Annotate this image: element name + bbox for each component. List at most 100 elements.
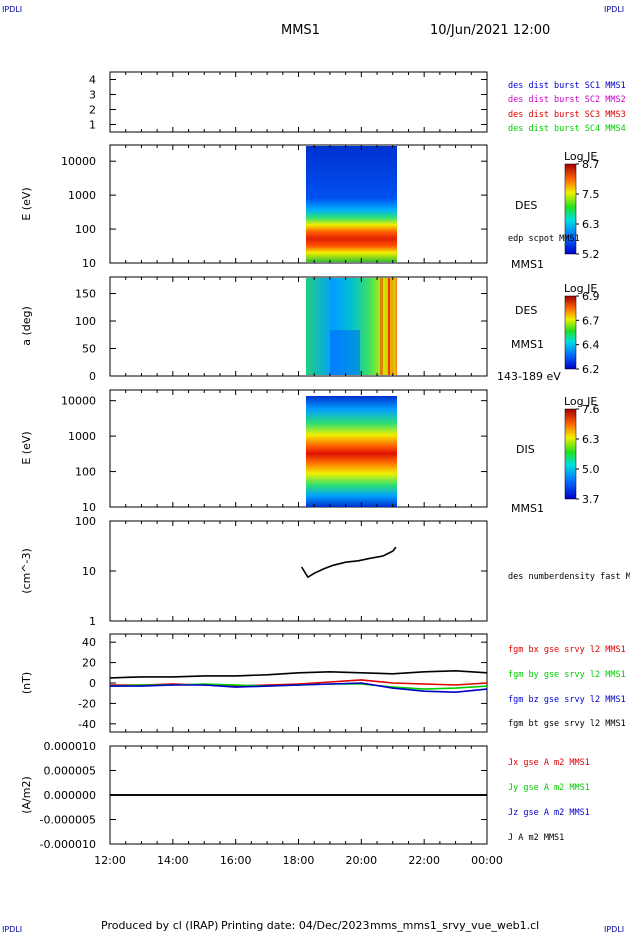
dis-energy-spectrogram bbox=[306, 396, 397, 507]
series-line bbox=[110, 682, 488, 694]
y-tick-label: 20 bbox=[82, 657, 96, 670]
y-tick-label: -40 bbox=[78, 718, 96, 731]
panel-side-label: edp scpot MMS1 bbox=[508, 234, 580, 244]
legend-entry: fgm bx gse srvy l2 MMS1 bbox=[508, 645, 626, 655]
panel-side-label: DIS bbox=[516, 443, 535, 456]
pitch-stripe bbox=[380, 278, 383, 375]
legend-entry: des dist burst SC4 MMS4 bbox=[508, 124, 626, 134]
legend-entry: fgm bz gse srvy l2 MMS1 bbox=[508, 695, 626, 705]
time-tick-label: 20:00 bbox=[345, 854, 377, 867]
corner-label-top-right: IPDLI bbox=[604, 5, 624, 14]
panel-frame-dis-energy bbox=[109, 389, 488, 508]
panel-side-label: DES bbox=[515, 199, 537, 212]
pitch-stripe bbox=[388, 278, 390, 375]
colorbar-des-pitch-scale bbox=[564, 295, 577, 370]
colorbar-des-energy-scale bbox=[564, 163, 577, 255]
y-tick-label: 1000 bbox=[68, 189, 96, 202]
panel-side-label: MMS1 bbox=[511, 338, 544, 351]
generated-marks: 12:00 14:00 16:00 18:00 20:00 22:00 00:00 1 2 3 4 d… bbox=[20, 72, 630, 867]
colorbar-des-energy bbox=[564, 163, 577, 255]
y-tick-label: 10 bbox=[82, 257, 96, 270]
legend-entry: des dist burst SC3 MMS3 bbox=[508, 110, 626, 120]
colorbar-title: Log JE bbox=[564, 395, 597, 408]
y-tick-label: 0.000005 bbox=[44, 765, 97, 778]
y-tick-label: 100 bbox=[75, 515, 96, 528]
figure-datetime: 10/Jun/2021 12:00 bbox=[430, 23, 550, 38]
time-tick-label: 16:00 bbox=[220, 854, 252, 867]
colorbar-tick-label: 5.0 bbox=[582, 463, 600, 476]
y-tick-label: 100 bbox=[75, 223, 96, 236]
legend-entry: Jy gse A m2 MMS1 bbox=[508, 783, 590, 793]
y-tick-label: 50 bbox=[82, 343, 96, 356]
y-tick-label: 10000 bbox=[61, 395, 96, 408]
colorbar-tick-label: 6.3 bbox=[582, 218, 600, 231]
pitch-patch bbox=[330, 330, 360, 375]
panel-frame-magnetic-field bbox=[109, 633, 488, 733]
time-tick-label: 00:00 bbox=[471, 854, 503, 867]
colorbar-tick-label: 3.7 bbox=[582, 493, 600, 506]
legend-entry: des dist burst SC2 MMS2 bbox=[508, 95, 626, 105]
colorbar-title: Log JE bbox=[564, 282, 597, 295]
colorbar-tick-label: 7.5 bbox=[582, 188, 600, 201]
colorbar-dis-energy-scale bbox=[564, 408, 577, 500]
colorbar-tick-label: 6.7 bbox=[582, 314, 600, 327]
y-tick-label: 2 bbox=[89, 104, 96, 117]
y-tick-label: 100 bbox=[75, 466, 96, 479]
y-tick-label: 0 bbox=[89, 370, 96, 383]
colorbar-tick-label: 6.9 bbox=[582, 290, 600, 303]
y-axis-label: (A/m2) bbox=[20, 776, 33, 814]
panel-side-label: DES bbox=[515, 304, 537, 317]
panel-side-label: MMS1 bbox=[511, 258, 544, 271]
panel-frame-burst bbox=[109, 71, 488, 133]
panel-frame-des-pitch bbox=[109, 276, 488, 377]
y-axis-label: E (eV) bbox=[20, 187, 33, 220]
legend-entry: J A m2 MMS1 bbox=[508, 833, 564, 843]
y-tick-label: -0.000005 bbox=[40, 814, 96, 827]
panel-side-label: MMS1 bbox=[511, 502, 544, 515]
y-axis-label: (nT) bbox=[20, 672, 33, 694]
colorbar-des-pitch bbox=[564, 295, 577, 370]
legend-entry: fgm bt gse srvy l2 MMS1 bbox=[508, 719, 626, 729]
y-axis-label: (cm^-3) bbox=[20, 548, 33, 594]
y-tick-label: -0.000010 bbox=[40, 838, 96, 851]
y-tick-label: 1000 bbox=[68, 430, 96, 443]
series-line bbox=[110, 679, 488, 687]
y-axis-label: E (eV) bbox=[20, 431, 33, 464]
legend-entry: Jx gse A m2 MMS1 bbox=[508, 758, 590, 768]
colorbar-dis-energy bbox=[564, 408, 577, 500]
colorbar-tick-label: 6.2 bbox=[582, 363, 600, 376]
colorbar-tick-label: 5.2 bbox=[582, 248, 600, 261]
y-tick-label: 3 bbox=[89, 89, 96, 102]
colorbar-tick-label: 6.4 bbox=[582, 339, 600, 352]
y-tick-label: 10 bbox=[82, 565, 96, 578]
des-energy-spectrogram bbox=[306, 146, 397, 262]
y-tick-label: 40 bbox=[82, 636, 96, 649]
colorbar-tick-label: 8.7 bbox=[582, 158, 600, 171]
colorbar-tick-label: 6.3 bbox=[582, 433, 600, 446]
footer-printing-date: Printing date: 04/Dec/2023 bbox=[221, 919, 370, 932]
colorbar-title: Log JE bbox=[564, 150, 597, 163]
legend-entry: Jz gse A m2 MMS1 bbox=[508, 808, 590, 818]
legend-entry: fgm by gse srvy l2 MMS1 bbox=[508, 670, 626, 680]
corner-label-top-left: IPDLI bbox=[2, 5, 22, 14]
footer-filename: mms_mms1_srvy_vue_web1.cl bbox=[370, 919, 539, 932]
y-tick-label: -20 bbox=[78, 697, 96, 710]
panel-side-label: 143-189 eV bbox=[497, 370, 561, 383]
y-axis-label: a (deg) bbox=[20, 306, 33, 346]
colorbar-tick-label: 7.6 bbox=[582, 403, 600, 416]
y-tick-label: 100 bbox=[75, 315, 96, 328]
legend-entry: des dist burst SC1 MMS1 bbox=[508, 81, 626, 91]
time-tick-label: 14:00 bbox=[157, 854, 189, 867]
y-tick-label: 150 bbox=[75, 288, 96, 301]
y-tick-label: 0 bbox=[89, 677, 96, 690]
time-tick-label: 22:00 bbox=[408, 854, 440, 867]
figure-title: MMS1 bbox=[281, 23, 320, 38]
y-tick-label: 0.000000 bbox=[44, 789, 97, 802]
y-tick-label: 1 bbox=[89, 119, 96, 132]
y-tick-label: 1 bbox=[89, 615, 96, 628]
footer-produced-by: Produced by cl (IRAP) bbox=[101, 919, 218, 932]
panel-frame-des-energy bbox=[109, 144, 488, 264]
series-line bbox=[300, 546, 397, 579]
corner-label-bottom-right: IPDLI bbox=[604, 925, 624, 934]
